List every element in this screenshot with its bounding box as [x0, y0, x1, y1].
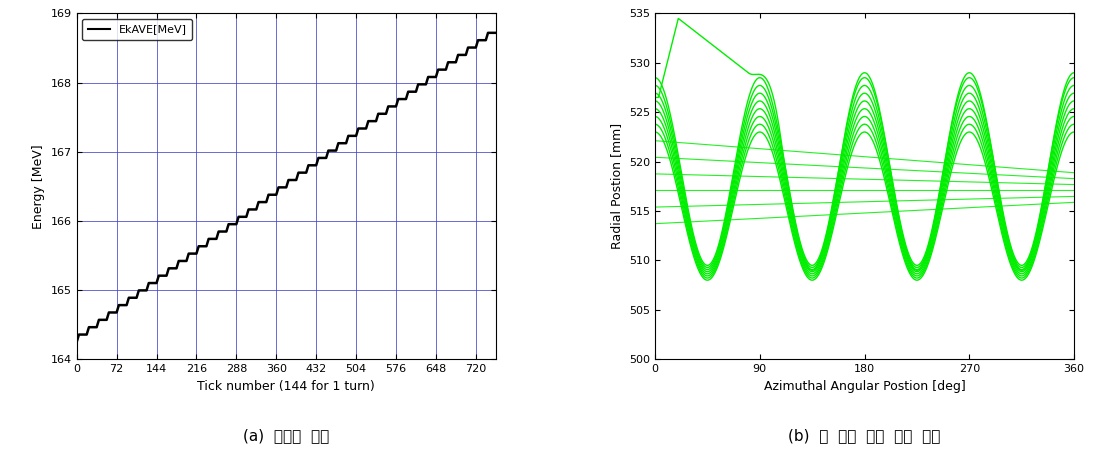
- X-axis label: Azimuthal Angular Postion [deg]: Azimuthal Angular Postion [deg]: [764, 379, 966, 392]
- Text: (b)  빔  궤적  지름  위치  변화: (b) 빔 궤적 지름 위치 변화: [788, 428, 940, 443]
- Text: (a)  에너지  변화: (a) 에너지 변화: [243, 428, 330, 443]
- Legend: EkAVE[MeV]: EkAVE[MeV]: [82, 19, 193, 40]
- Y-axis label: Radial Postion [mm]: Radial Postion [mm]: [610, 123, 624, 249]
- X-axis label: Tick number (144 for 1 turn): Tick number (144 for 1 turn): [197, 379, 375, 392]
- Y-axis label: Energy [MeV]: Energy [MeV]: [32, 144, 45, 229]
